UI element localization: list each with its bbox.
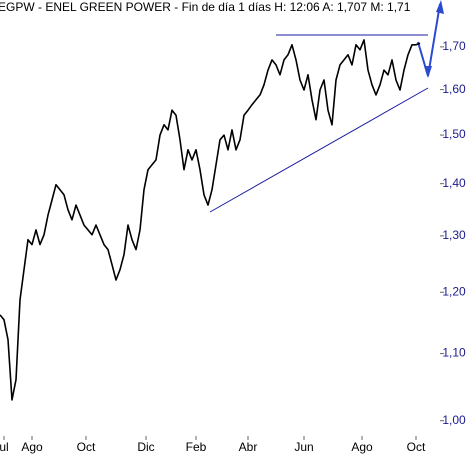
x-tick-label: Oct [77,440,96,454]
x-tick-label: Abr [239,440,258,454]
y-tick-label: 1,00 [442,413,466,427]
x-tick-label: Dic [137,440,154,454]
support-line [209,87,429,213]
arrow-head [424,66,432,78]
y-tick-label: 1,60 [442,82,466,96]
x-tick-label: ul [0,440,9,454]
price-line [0,39,421,401]
x-tick-label: Oct [407,440,426,454]
arrow-head [436,0,444,14]
y-tick-label: 1,70 [442,39,466,53]
y-tick-label: 1,20 [442,284,466,298]
chart-title: EGPW - ENEL GREEN POWER - Fin de día 1 d… [0,0,411,14]
y-tick-label: 1,10 [442,346,466,360]
y-tick-label: 1,50 [442,127,466,141]
y-tick-label: 1,40 [442,176,466,190]
x-tick-label: Ago [351,440,373,454]
x-tick-label: Ago [21,440,43,454]
x-tick-label: Feb [186,440,207,454]
y-tick-label: 1,30 [442,228,466,242]
forecast-arrow [417,3,441,77]
x-tick-label: Jun [294,440,313,454]
